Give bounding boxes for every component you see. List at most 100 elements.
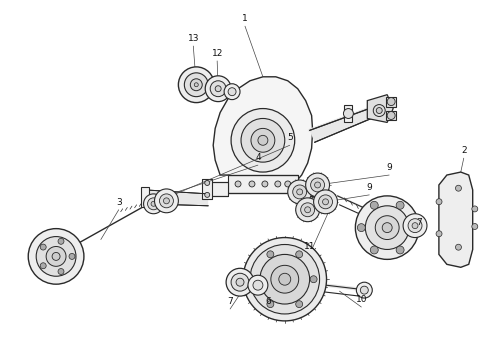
Circle shape [288, 180, 312, 204]
Circle shape [456, 244, 462, 250]
Circle shape [297, 189, 303, 195]
Circle shape [373, 105, 385, 117]
Text: 7: 7 [227, 297, 233, 306]
Bar [141, 187, 148, 207]
Polygon shape [439, 172, 473, 267]
Polygon shape [310, 109, 371, 142]
Circle shape [231, 109, 294, 172]
Circle shape [403, 214, 427, 238]
Circle shape [306, 173, 329, 197]
Text: 4: 4 [255, 153, 261, 162]
Circle shape [271, 265, 299, 293]
Circle shape [396, 201, 404, 209]
Circle shape [205, 192, 210, 197]
Text: 7: 7 [416, 218, 422, 227]
Circle shape [366, 206, 409, 249]
Circle shape [357, 224, 366, 231]
Bar [310, 182, 323, 196]
Circle shape [253, 280, 263, 290]
Circle shape [228, 88, 236, 96]
Bar [386, 111, 396, 121]
Circle shape [267, 251, 274, 258]
Circle shape [252, 276, 259, 283]
Circle shape [243, 238, 326, 321]
Text: 12: 12 [212, 49, 223, 58]
Bar [210, 182, 228, 196]
Circle shape [190, 79, 202, 91]
Circle shape [322, 199, 328, 205]
Circle shape [310, 276, 317, 283]
Circle shape [210, 81, 226, 96]
Circle shape [224, 84, 240, 100]
Bar [228, 175, 298, 193]
Circle shape [382, 223, 392, 233]
Circle shape [258, 135, 268, 145]
Circle shape [250, 244, 319, 314]
Circle shape [285, 181, 291, 187]
Text: 9: 9 [367, 183, 372, 192]
Text: 1: 1 [242, 14, 248, 23]
Circle shape [154, 189, 178, 213]
Circle shape [151, 201, 156, 206]
Polygon shape [213, 77, 313, 190]
Circle shape [436, 199, 442, 205]
Circle shape [355, 196, 419, 260]
Circle shape [311, 178, 324, 192]
Circle shape [144, 194, 164, 214]
Circle shape [295, 251, 303, 258]
Circle shape [295, 301, 303, 308]
Circle shape [40, 244, 46, 250]
Circle shape [46, 247, 66, 266]
Circle shape [58, 269, 64, 274]
Circle shape [376, 108, 382, 113]
Circle shape [472, 224, 478, 229]
Text: 11: 11 [304, 242, 316, 251]
Circle shape [436, 231, 442, 237]
Circle shape [343, 109, 353, 118]
Circle shape [260, 255, 310, 304]
Circle shape [315, 182, 320, 188]
Circle shape [164, 198, 170, 204]
Bar [386, 96, 396, 107]
Text: 10: 10 [356, 295, 367, 304]
Circle shape [147, 198, 159, 210]
Circle shape [370, 201, 378, 209]
Circle shape [472, 206, 478, 212]
Circle shape [58, 238, 64, 244]
Polygon shape [368, 95, 393, 122]
Circle shape [314, 190, 338, 214]
Circle shape [301, 203, 315, 217]
Circle shape [205, 180, 210, 185]
Circle shape [251, 129, 275, 152]
Text: 9: 9 [386, 163, 392, 172]
Circle shape [262, 181, 268, 187]
Circle shape [195, 83, 198, 87]
Circle shape [236, 278, 244, 286]
Circle shape [69, 253, 75, 260]
Text: 2: 2 [461, 146, 466, 155]
Circle shape [52, 252, 60, 260]
Circle shape [231, 273, 249, 291]
Circle shape [387, 98, 395, 105]
Circle shape [40, 263, 46, 269]
Circle shape [412, 223, 418, 229]
Circle shape [226, 268, 254, 296]
Circle shape [456, 185, 462, 191]
Circle shape [409, 224, 417, 231]
Circle shape [36, 237, 76, 276]
Polygon shape [146, 190, 208, 206]
Circle shape [360, 286, 368, 294]
Text: 3: 3 [116, 198, 122, 207]
Circle shape [318, 195, 333, 209]
Circle shape [293, 185, 307, 199]
Circle shape [370, 246, 378, 254]
Text: 5: 5 [287, 133, 293, 142]
Circle shape [295, 198, 319, 222]
Circle shape [184, 73, 208, 96]
Circle shape [375, 216, 399, 239]
Circle shape [408, 219, 422, 233]
Circle shape [215, 86, 221, 92]
Circle shape [159, 194, 173, 208]
Text: 6: 6 [265, 297, 271, 306]
Circle shape [279, 273, 291, 285]
